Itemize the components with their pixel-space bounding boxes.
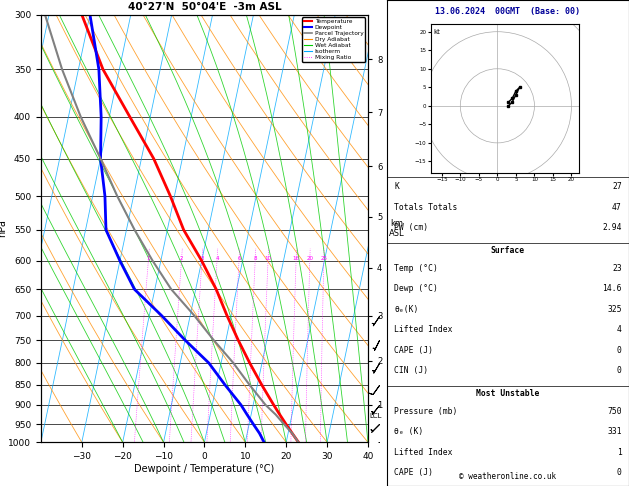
- Text: © weatheronline.co.uk: © weatheronline.co.uk: [459, 472, 557, 481]
- Text: 16: 16: [292, 256, 299, 261]
- Title: 40°27'N  50°04'E  -3m ASL: 40°27'N 50°04'E -3m ASL: [128, 2, 281, 13]
- Text: Lifted Index: Lifted Index: [394, 325, 453, 334]
- Text: Most Unstable: Most Unstable: [476, 389, 540, 398]
- Text: θₑ (K): θₑ (K): [394, 427, 423, 436]
- Text: 23: 23: [612, 264, 621, 273]
- Y-axis label: hPa: hPa: [0, 220, 7, 237]
- Text: 325: 325: [607, 305, 621, 314]
- Text: 27: 27: [612, 182, 621, 191]
- Y-axis label: km
ASL: km ASL: [389, 219, 404, 238]
- Text: CAPE (J): CAPE (J): [394, 468, 433, 477]
- Text: 750: 750: [607, 407, 621, 416]
- Text: Temp (°C): Temp (°C): [394, 264, 438, 273]
- X-axis label: Dewpoint / Temperature (°C): Dewpoint / Temperature (°C): [135, 464, 274, 474]
- Text: PW (cm): PW (cm): [394, 223, 428, 232]
- Text: θₑ(K): θₑ(K): [394, 305, 418, 314]
- Text: 3: 3: [200, 256, 204, 261]
- Legend: Temperature, Dewpoint, Parcel Trajectory, Dry Adiabat, Wet Adiabat, Isotherm, Mi: Temperature, Dewpoint, Parcel Trajectory…: [303, 17, 365, 62]
- Text: 14.6: 14.6: [602, 284, 621, 294]
- Text: 4: 4: [215, 256, 219, 261]
- Text: K: K: [394, 182, 399, 191]
- Text: 0: 0: [617, 346, 621, 355]
- Text: 4: 4: [617, 325, 621, 334]
- Text: 2.94: 2.94: [602, 223, 621, 232]
- Text: 0: 0: [617, 468, 621, 477]
- Text: Lifted Index: Lifted Index: [394, 448, 453, 457]
- Text: 13.06.2024  00GMT  (Base: 00): 13.06.2024 00GMT (Base: 00): [435, 7, 581, 17]
- Text: kt: kt: [433, 29, 440, 35]
- Text: 1: 1: [617, 448, 621, 457]
- Text: Dewp (°C): Dewp (°C): [394, 284, 438, 294]
- Text: 8: 8: [253, 256, 257, 261]
- Text: LCL: LCL: [370, 414, 382, 419]
- Text: 2: 2: [180, 256, 183, 261]
- Text: Surface: Surface: [491, 246, 525, 255]
- Text: 1: 1: [147, 256, 150, 261]
- Text: CIN (J): CIN (J): [394, 366, 428, 375]
- Text: Totals Totals: Totals Totals: [394, 203, 457, 212]
- Text: Pressure (mb): Pressure (mb): [394, 407, 457, 416]
- Text: 6: 6: [237, 256, 241, 261]
- Text: 0: 0: [617, 366, 621, 375]
- Text: 25: 25: [320, 256, 327, 261]
- Text: 10: 10: [265, 256, 272, 261]
- Text: 331: 331: [607, 427, 621, 436]
- Text: CAPE (J): CAPE (J): [394, 346, 433, 355]
- Text: 20: 20: [306, 256, 313, 261]
- Text: 47: 47: [612, 203, 621, 212]
